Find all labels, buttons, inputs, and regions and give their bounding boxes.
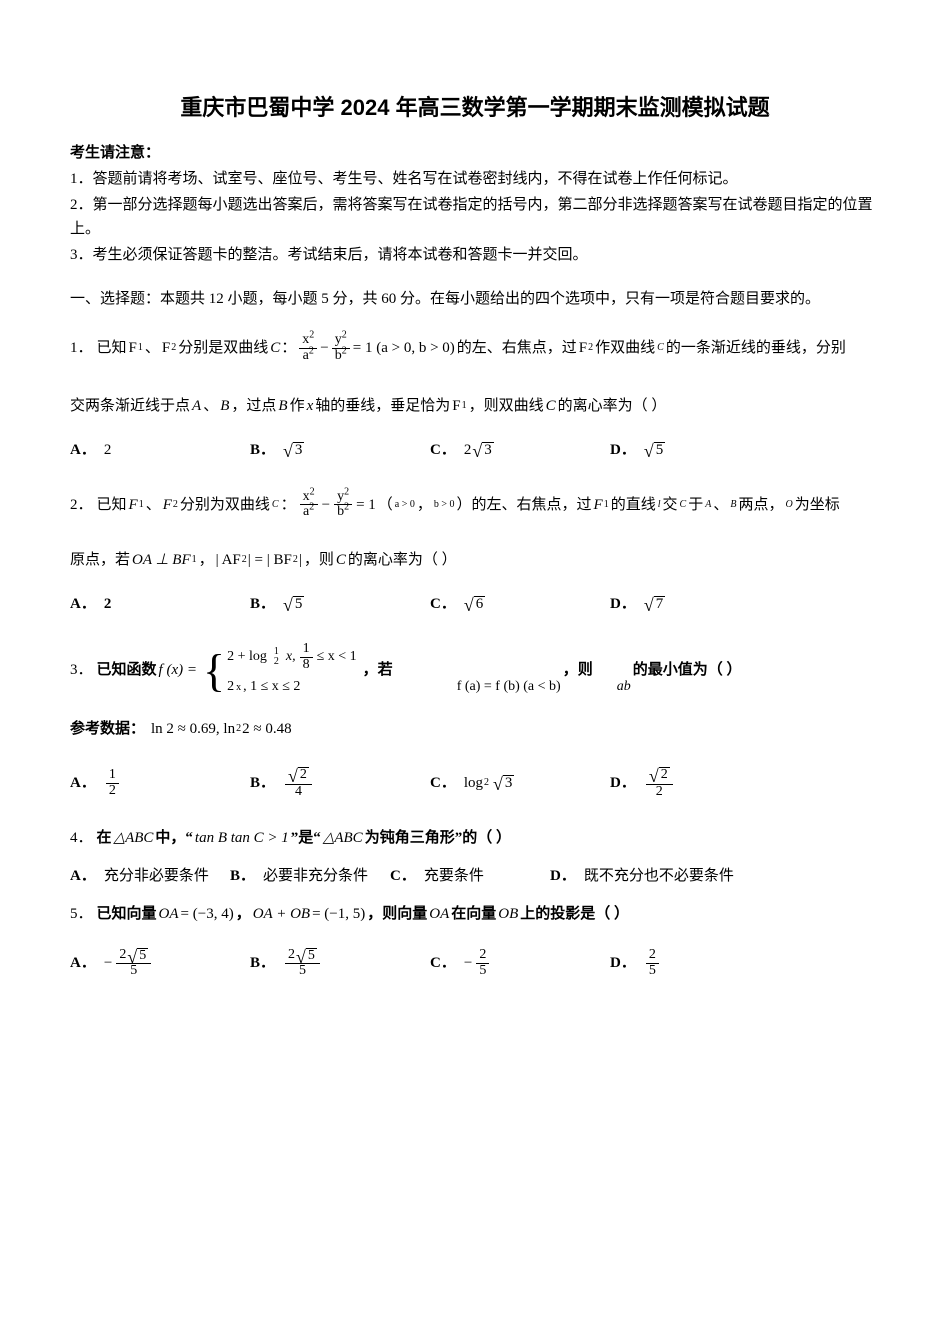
q2-choice-a: A．2 — [70, 592, 250, 616]
q5-choice-d: D．25 — [610, 948, 790, 978]
question-1: 1． 已知 F1 、 F2 分别是双曲线 C： x2a2 − y2b2 = 1 … — [70, 333, 880, 363]
q5-choice-a: A．−2√55 — [70, 948, 250, 979]
q3-choice-c: C．log2√3 — [430, 771, 610, 795]
q4-choices: A．充分非必要条件 B．必要非充分条件 C．充要条件 D．既不充分也不必要条件 — [70, 864, 880, 888]
q1-number: 1． — [70, 336, 93, 360]
q2-choice-d: D．√7 — [610, 592, 790, 616]
notice-item-3: 3．考生必须保证答题卡的整洁。考试结束后，请将本试卷和答题卡一并交回。 — [70, 243, 880, 267]
q2-choice-b: B．√5 — [250, 592, 430, 616]
notice-item-1: 1．答题前请将考场、试室号、座位号、考生号、姓名写在试卷密封线内，不得在试卷上作… — [70, 167, 880, 191]
q1-choice-d: D．√5 — [610, 438, 790, 462]
q4-choice-d: D．既不充分也不必要条件 — [550, 864, 770, 888]
q4-choice-a: A．充分非必要条件 — [70, 864, 230, 888]
q5-choice-c: C．−25 — [430, 948, 610, 978]
q1-choice-c: C．2√3 — [430, 438, 610, 462]
q4-choice-b: B．必要非充分条件 — [230, 864, 390, 888]
q3-reference: 参考数据： ln 2 ≈ 0.69, ln2 2 ≈ 0.48 — [70, 717, 880, 741]
piecewise: { 2 + log 12 x, 18 ≤ x < 1 2x, 1 ≤ x ≤ 2 — [203, 642, 357, 699]
q1-F1: F1 — [129, 336, 143, 360]
q2-choice-c: C．√6 — [430, 592, 610, 616]
question-2: 2． 已知 F1 、 F2 分别为双曲线 C ： x2a2 − y2b2 = 1… — [70, 490, 880, 520]
question-5: 5． 已知向量 OA = (−3, 4) ， OA + OB = (−1, 5)… — [70, 902, 880, 926]
q1-choice-b: B．√3 — [250, 438, 430, 462]
q1-F2: F2 — [162, 336, 176, 360]
question-2-line2: 原点，若 OA ⊥ BF1 ， | AF2 | = | BF2 | ，则 C 的… — [70, 548, 880, 572]
page-title: 重庆市巴蜀中学 2024 年高三数学第一学期期末监测模拟试题 — [70, 90, 880, 125]
q5-choice-b: B．2√55 — [250, 948, 430, 979]
q1-curve: C： x2a2 − y2b2 = 1 (a > 0, b > 0) — [270, 333, 455, 363]
q3-choice-d: D．√22 — [610, 767, 790, 800]
notice-item-2: 2．第一部分选择题每小题选出答案后，需将答案写在试卷指定的括号内，第二部分非选择… — [70, 193, 880, 241]
q3-choices: A．12 B．√24 C．log2√3 D．√22 — [70, 767, 880, 800]
q3-choice-a: A．12 — [70, 768, 250, 798]
q3-choice-b: B．√24 — [250, 767, 430, 800]
section-1-title: 一、选择题：本题共 12 小题，每小题 5 分，共 60 分。在每小题给出的四个… — [70, 287, 880, 311]
q1-choices: A．2 B．√3 C．2√3 D．√5 — [70, 438, 880, 462]
q1-choice-a: A．2 — [70, 438, 250, 462]
q5-choices: A．−2√55 B．2√55 C．−25 D．25 — [70, 948, 880, 979]
q2-choices: A．2 B．√5 C．√6 D．√7 — [70, 592, 880, 616]
question-3: 3． 已知函数 f (x) = { 2 + log 12 x, 18 ≤ x <… — [70, 642, 880, 699]
question-1-line2: 交两条渐近线于点 A 、 B ，过点 B 作 x 轴的垂线，垂足恰为 F1 ，则… — [70, 394, 880, 418]
notice-heading: 考生请注意： — [70, 141, 880, 165]
q4-choice-c: C．充要条件 — [390, 864, 550, 888]
q1-text: 已知 — [97, 336, 127, 360]
question-4: 4． 在 △ABC 中，“ tan B tan C > 1 ”是“ △ABC 为… — [70, 826, 880, 850]
